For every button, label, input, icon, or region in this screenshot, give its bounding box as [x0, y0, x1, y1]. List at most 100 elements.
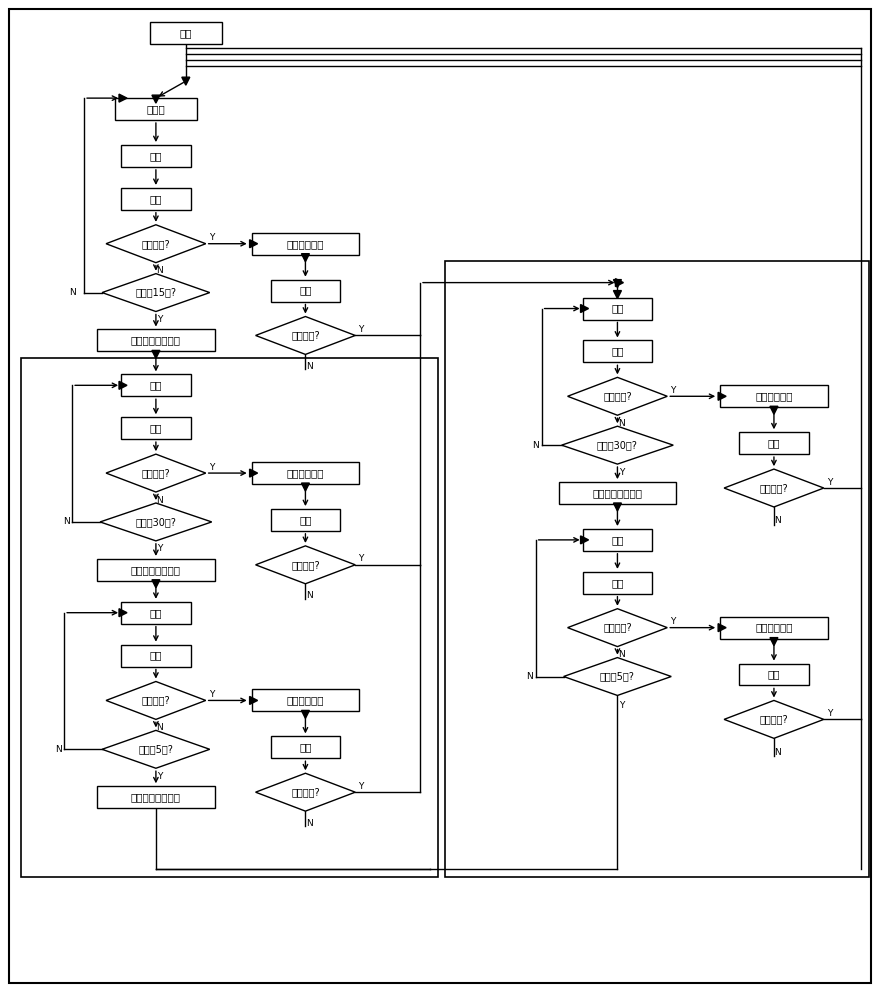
Text: Y: Y [209, 690, 215, 699]
Text: 是否按键?: 是否按键? [142, 695, 170, 705]
Text: 是否到15秒?: 是否到15秒? [136, 288, 176, 298]
Polygon shape [613, 291, 621, 299]
Bar [97, 329, 215, 351]
Bar [121, 145, 191, 167]
Text: 是否按键?: 是否按键? [142, 239, 170, 249]
Text: Y: Y [358, 325, 364, 334]
Text: 东西南北红灯: 东西南北红灯 [755, 391, 793, 401]
Polygon shape [613, 280, 621, 288]
Bar [21, 358, 438, 877]
Text: 是否到5秒?: 是否到5秒? [138, 744, 173, 754]
Text: N: N [618, 650, 625, 659]
Text: Y: Y [619, 701, 624, 710]
Text: Y: Y [671, 617, 676, 626]
Text: 是否按键?: 是否按键? [291, 330, 319, 340]
Text: N: N [157, 723, 164, 732]
Polygon shape [106, 225, 206, 263]
Polygon shape [724, 700, 824, 738]
Polygon shape [250, 469, 258, 477]
Polygon shape [152, 95, 160, 103]
Polygon shape [106, 681, 206, 719]
Bar [720, 617, 828, 639]
Text: N: N [157, 496, 164, 505]
Polygon shape [568, 609, 667, 647]
Text: 是否按键?: 是否按键? [142, 468, 170, 478]
Text: N: N [526, 672, 533, 681]
Text: N: N [306, 591, 312, 600]
Text: Y: Y [209, 463, 215, 472]
Bar [121, 188, 191, 210]
Bar [445, 261, 869, 877]
Text: Y: Y [158, 544, 163, 553]
Polygon shape [255, 773, 356, 811]
Text: 延时: 延时 [767, 670, 781, 680]
Bar [583, 340, 652, 362]
Text: Y: Y [209, 233, 215, 242]
Bar [583, 298, 652, 320]
Polygon shape [119, 94, 127, 102]
Text: N: N [532, 441, 539, 450]
Text: Y: Y [358, 554, 364, 563]
Text: 延时: 延时 [299, 515, 312, 525]
Text: Y: Y [158, 315, 163, 324]
Text: N: N [618, 419, 625, 428]
Polygon shape [561, 426, 673, 464]
Text: N: N [69, 288, 76, 297]
Text: 延时: 延时 [150, 651, 162, 661]
Polygon shape [119, 381, 127, 389]
Bar [583, 572, 652, 594]
Polygon shape [724, 469, 824, 507]
Polygon shape [563, 658, 671, 695]
Text: 延时: 延时 [299, 742, 312, 752]
Text: 开始: 开始 [180, 28, 192, 38]
Polygon shape [102, 274, 209, 312]
Text: 东西南北红灯: 东西南北红灯 [287, 695, 324, 705]
Bar [720, 385, 828, 407]
Bar [559, 482, 676, 504]
Bar [270, 509, 341, 531]
Bar [97, 786, 215, 808]
Bar [270, 280, 341, 302]
Text: N: N [306, 819, 312, 828]
Polygon shape [568, 377, 667, 415]
Polygon shape [770, 406, 778, 414]
Text: 是否到30秒?: 是否到30秒? [597, 440, 638, 450]
Text: 延时: 延时 [299, 286, 312, 296]
Text: 南北红灯东西绳灯: 南北红灯东西绳灯 [131, 792, 181, 802]
Text: N: N [306, 362, 312, 371]
Polygon shape [581, 536, 589, 544]
Bar [739, 432, 809, 454]
Polygon shape [250, 696, 258, 704]
Polygon shape [100, 503, 212, 541]
Bar [739, 664, 809, 685]
Text: 延时: 延时 [767, 438, 781, 448]
Text: 延时: 延时 [612, 578, 624, 588]
Polygon shape [581, 305, 589, 313]
Text: 是否按键?: 是否按键? [291, 560, 319, 570]
Bar [121, 374, 191, 396]
Text: 扫描: 扫描 [150, 608, 162, 618]
Text: 扫描: 扫描 [612, 304, 624, 314]
Text: Y: Y [619, 468, 624, 477]
Polygon shape [255, 317, 356, 354]
Text: N: N [157, 266, 164, 275]
Polygon shape [302, 254, 310, 262]
Text: N: N [774, 516, 781, 525]
Bar [270, 736, 341, 758]
Polygon shape [152, 350, 160, 358]
Polygon shape [102, 730, 209, 768]
Text: 东西南北红灯: 东西南北红灯 [287, 239, 324, 249]
Polygon shape [770, 638, 778, 646]
Text: Y: Y [671, 386, 676, 395]
Text: Y: Y [358, 782, 364, 791]
Text: 扫描: 扫描 [612, 535, 624, 545]
Text: N: N [774, 748, 781, 757]
Text: 是否按键?: 是否按键? [291, 787, 319, 797]
Bar [252, 689, 359, 711]
Text: N: N [55, 745, 62, 754]
Text: 南北红灯东西黄灯: 南北红灯东西黄灯 [592, 488, 642, 498]
Text: Y: Y [827, 709, 832, 718]
Bar [115, 98, 197, 120]
Bar [252, 462, 359, 484]
Bar [252, 233, 359, 255]
